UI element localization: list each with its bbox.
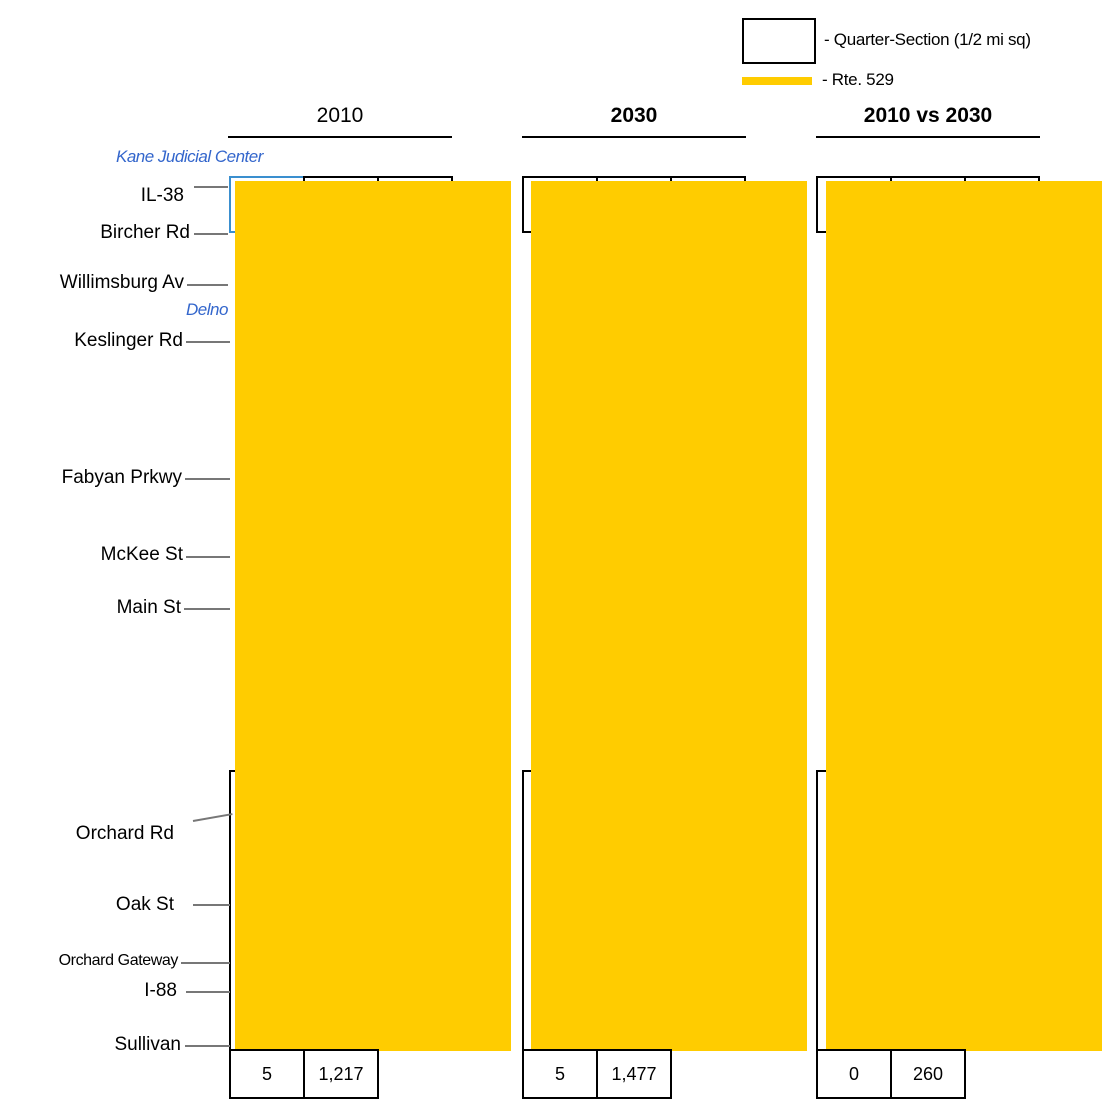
road-label-mckee-st: McKee St: [100, 544, 183, 565]
value-cell-diff-count: 0: [816, 1049, 892, 1099]
route-529-corridor-2030: [531, 181, 807, 1051]
road-label-bircher-rd: Bircher Rd: [100, 222, 190, 243]
legend-route-label: - Rte. 529: [822, 70, 894, 89]
road-label-oak-st: Oak St: [115, 894, 174, 915]
road-tick: [186, 341, 230, 343]
road-tick: [185, 478, 230, 480]
column-header-2010-vs-2030: 2010 vs 2030: [863, 104, 993, 127]
column-underline-2010: [228, 136, 452, 138]
column-underline-2010-vs-2030: [816, 136, 1040, 138]
route-529-corridor-2010-vs-2030: [826, 181, 1102, 1051]
road-label-il-38: IL-38: [140, 185, 184, 206]
road-tick: [186, 556, 230, 558]
road-tick: [185, 1045, 230, 1047]
road-tick: [184, 608, 230, 610]
road-label-main-st: Main St: [116, 597, 181, 618]
road-tick: [186, 991, 230, 993]
legend-route-swatch: [742, 77, 812, 85]
road-tick: [192, 813, 233, 822]
route-529-corridor-2010: [235, 181, 511, 1051]
value-cell-2010-total: 1,217: [303, 1049, 379, 1099]
road-label-i-88: I-88: [144, 980, 177, 1001]
road-tick: [194, 186, 228, 188]
value-cell-diff-total: 260: [890, 1049, 966, 1099]
annotation-delnor: Delno: [186, 300, 228, 319]
road-label-orchard-gateway: Orchard Gateway: [58, 952, 179, 969]
legend-quarter-section-label: - Quarter-Section (1/2 mi sq): [824, 30, 1031, 49]
annotation-kane-judicial-center: Kane Judicial Center: [116, 147, 263, 166]
column-underline-2030: [522, 136, 746, 138]
value-cell-2010-count: 5: [229, 1049, 305, 1099]
road-label-sullivan: Sullivan: [114, 1034, 181, 1055]
road-tick: [193, 904, 230, 906]
value-cell-2030-total: 1,477: [596, 1049, 672, 1099]
legend-quarter-section-swatch: [742, 18, 816, 64]
column-header-2010: 2010: [316, 104, 364, 127]
road-label-keslinger-rd: Keslinger Rd: [74, 330, 183, 351]
column-header-2030: 2030: [610, 104, 658, 127]
road-label-orchard-rd: Orchard Rd: [75, 823, 174, 844]
road-label-fabyan-prkwy: Fabyan Prkwy: [61, 467, 182, 488]
road-tick: [187, 284, 228, 286]
road-tick: [181, 962, 230, 964]
value-cell-2030-count: 5: [522, 1049, 598, 1099]
road-tick: [194, 233, 228, 235]
road-label-willimsburg-av: Willimsburg Av: [59, 272, 184, 293]
